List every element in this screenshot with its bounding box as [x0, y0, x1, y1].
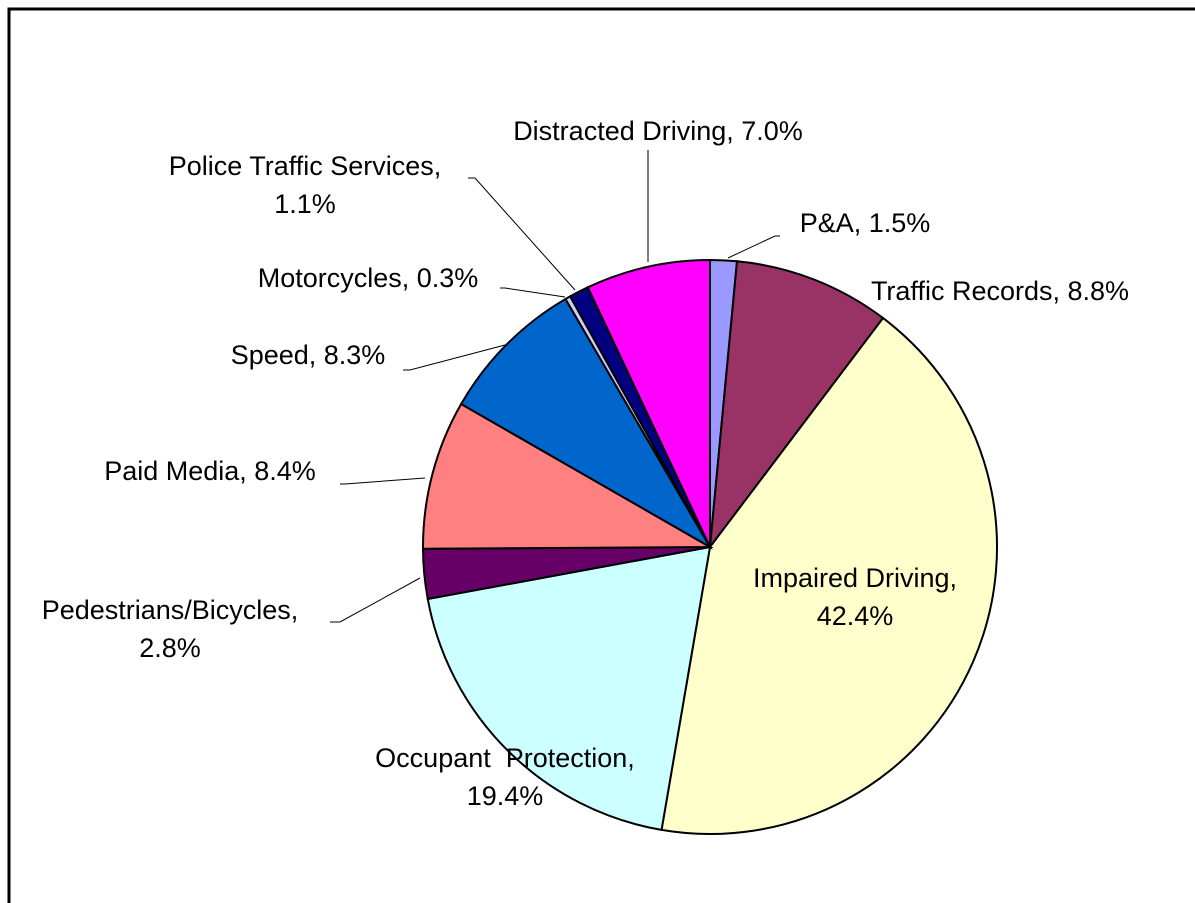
- leader-line: [403, 344, 506, 371]
- slice-label-line: Pedestrians/Bicycles,: [42, 595, 299, 625]
- slice-label: Speed, 8.3%: [231, 340, 386, 370]
- slice-label-line: Distracted Driving, 7.0%: [513, 116, 803, 146]
- slice-label-line: Paid Media, 8.4%: [104, 456, 316, 486]
- slice-label: Paid Media, 8.4%: [104, 456, 316, 486]
- leader-line: [727, 235, 780, 259]
- slice-label-line: Traffic Records, 8.8%: [871, 276, 1129, 306]
- slice-label-line: P&A, 1.5%: [800, 208, 931, 238]
- slice-label: P&A, 1.5%: [800, 208, 931, 238]
- slice-label: Motorcycles, 0.3%: [258, 263, 479, 293]
- slice-label-line: Motorcycles, 0.3%: [258, 263, 479, 293]
- pie-slice: [426, 545, 712, 832]
- slice-label-line: Police Traffic Services,: [169, 151, 442, 181]
- slice-label: Impaired Driving, 42.4%: [753, 563, 957, 631]
- slice-label-line: Occupant Protection,: [375, 743, 635, 773]
- pie-slice: [708, 260, 885, 551]
- slice-label-line: 2.8%: [139, 633, 201, 663]
- pie-slice: [660, 316, 998, 835]
- slice-label-line: 1.1%: [274, 189, 336, 219]
- slice-label-line: Speed, 8.3%: [231, 340, 386, 370]
- slice-label: Pedestrians/Bicycles, 2.8%: [42, 595, 299, 663]
- slice-label-line: 42.4%: [817, 601, 894, 631]
- leader-line: [468, 177, 576, 291]
- pie-slice: [459, 297, 713, 550]
- slices: [421, 258, 998, 835]
- slice-label: Police Traffic Services, 1.1%: [169, 151, 442, 219]
- pie-slice: [586, 258, 711, 548]
- labels: P&A, 1.5% Traffic Records, 8.8% Impaired D…: [42, 116, 1129, 811]
- leader-lines: [330, 150, 780, 623]
- slice-label-line: Impaired Driving,: [753, 563, 957, 593]
- leader-line: [340, 477, 426, 485]
- pie-slice: [422, 402, 714, 550]
- leader-line: [330, 577, 421, 623]
- slice-label-line: 19.4%: [467, 781, 544, 811]
- slice-label: Occupant Protection, 19.4%: [375, 743, 635, 811]
- slice-label: Distracted Driving, 7.0%: [513, 116, 803, 146]
- leader-line: [500, 287, 566, 298]
- slice-label: Traffic Records, 8.8%: [871, 276, 1129, 306]
